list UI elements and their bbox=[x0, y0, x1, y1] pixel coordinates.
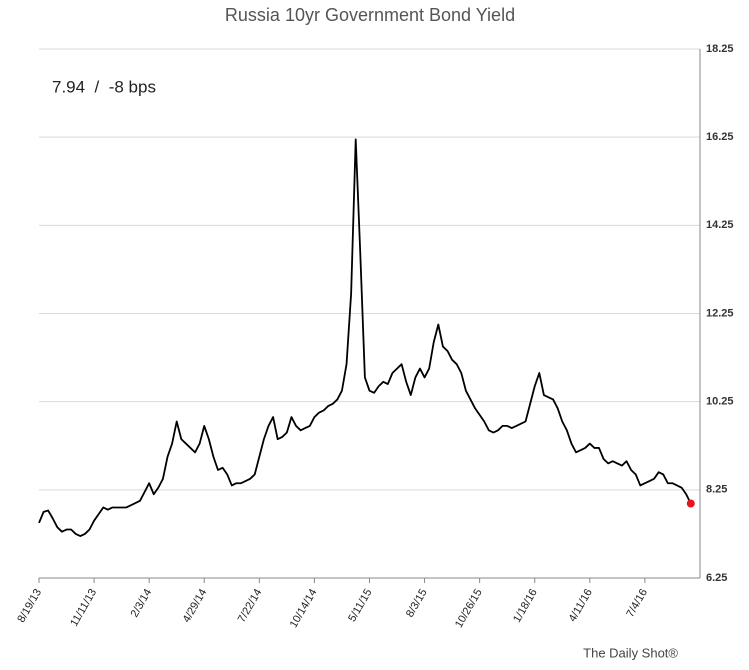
x-tick-label: 7/4/16 bbox=[624, 587, 650, 619]
y-tick-label: 14.25 bbox=[706, 219, 734, 231]
x-tick-label: 2/3/14 bbox=[129, 587, 155, 619]
y-tick-label: 8.25 bbox=[706, 484, 727, 496]
end-marker bbox=[686, 499, 695, 508]
x-tick-label: 10/26/15 bbox=[453, 587, 485, 630]
x-tick-label: 8/3/15 bbox=[404, 587, 430, 619]
y-tick-label: 18.25 bbox=[706, 43, 734, 55]
x-tick-label: 4/29/14 bbox=[181, 587, 210, 625]
x-tick-label: 10/14/14 bbox=[288, 587, 320, 630]
chart-title: Russia 10yr Government Bond Yield bbox=[225, 5, 515, 25]
y-tick-label: 12.25 bbox=[706, 307, 734, 319]
x-tick-label: 4/11/16 bbox=[567, 587, 595, 624]
x-tick-label: 5/11/15 bbox=[346, 587, 374, 624]
x-tick-label: 11/11/13 bbox=[68, 587, 99, 629]
annotation: 7.94 / -8 bps bbox=[52, 77, 156, 96]
y-tick-label: 16.25 bbox=[706, 131, 734, 143]
x-tick-label: 8/19/13 bbox=[15, 587, 44, 625]
source: The Daily Shot® bbox=[583, 645, 678, 660]
line bbox=[38, 138, 692, 538]
y-tick-label: 10.25 bbox=[706, 396, 734, 408]
x-tick-label: 7/22/14 bbox=[236, 587, 265, 625]
y-tick-label: 6.25 bbox=[706, 572, 727, 584]
x-tick-label: 1/18/16 bbox=[511, 587, 540, 625]
